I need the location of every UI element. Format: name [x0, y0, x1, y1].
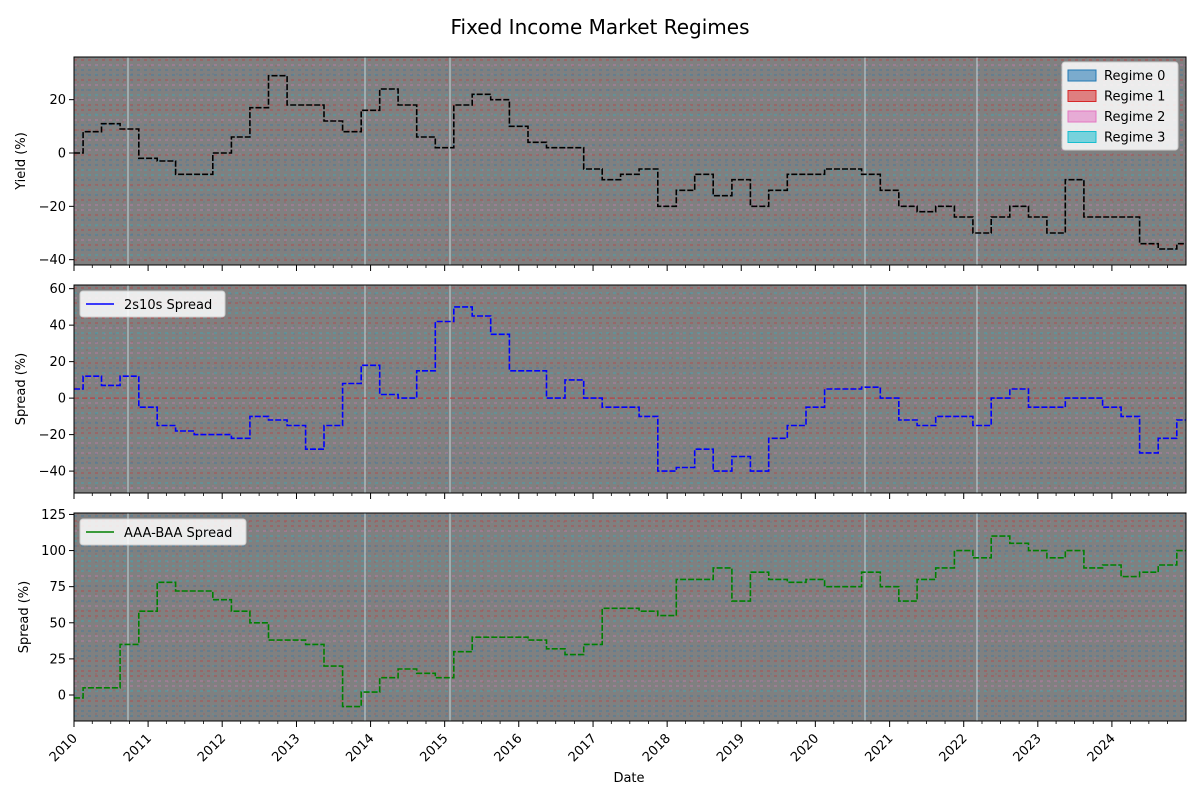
series-line-0	[74, 535, 1186, 708]
legend: AAA-BAA Spread	[79, 518, 247, 546]
x-axis-label: Date	[613, 771, 644, 786]
y-tick-label: 125	[41, 508, 66, 523]
legend: Regime 0 Regime 1 Regime 2 Regime 3	[1061, 61, 1179, 151]
panel-1: −40 −20 0 20 40 60 Spread (%) 2s10s Spread	[14, 282, 1187, 499]
y-tick-label: −20	[39, 200, 66, 215]
legend-entry: Regime 2	[1104, 110, 1165, 125]
y-tick-label: 20	[49, 93, 66, 108]
axes-background	[74, 57, 1186, 265]
x-tick-label: 2024	[1085, 731, 1119, 765]
y-tick-label: 0	[58, 147, 66, 162]
legend-entry: Regime 0	[1104, 69, 1165, 84]
y-tick-label: −20	[39, 428, 66, 443]
y-tick-label: −40	[39, 465, 66, 480]
y-tick-label: 75	[49, 580, 66, 595]
axes-background	[74, 285, 1186, 493]
x-tick-label: 2023	[1011, 731, 1045, 765]
x-tick-label: 2022	[937, 731, 971, 765]
x-tick-label: 2015	[417, 731, 451, 765]
x-tick-label: 2019	[714, 731, 748, 765]
legend-box	[79, 290, 226, 318]
y-tick-label: −40	[39, 253, 66, 268]
regime-stripes	[74, 285, 1186, 493]
x-tick-label: 2020	[788, 731, 822, 765]
legend-entry: AAA-BAA Spread	[124, 526, 232, 541]
x-tick-label: 2012	[195, 731, 229, 765]
y-tick-label: 20	[49, 355, 66, 370]
figure-title: Fixed Income Market Regimes	[450, 15, 749, 39]
x-tick-label: 2010	[47, 731, 81, 765]
y-tick-label: 0	[58, 689, 66, 704]
legend-box	[79, 518, 247, 546]
y-axis-label: Yield (%)	[14, 132, 29, 191]
x-tick-label: 2014	[343, 731, 377, 765]
x-tick-label: 2017	[566, 731, 600, 765]
legend-swatch	[1067, 131, 1097, 143]
legend-entry: Regime 3	[1104, 131, 1165, 146]
legend-swatch	[1067, 110, 1097, 123]
y-tick-label: 100	[41, 544, 66, 559]
legend: 2s10s Spread	[79, 290, 226, 318]
x-tick-label: 2016	[492, 731, 526, 765]
y-axis-label: Spread (%)	[14, 353, 29, 425]
x-tick-label: 2013	[269, 731, 303, 765]
series-line-0	[74, 74, 1186, 250]
regime-stripes	[74, 57, 1186, 265]
regime-stripes	[74, 513, 1186, 721]
legend-entry: Regime 1	[1104, 90, 1165, 105]
y-tick-label: 60	[49, 282, 66, 297]
panel-2: 0 25 50 75 100 125 Spread (%) 2010 2011 2012 2013 2…	[17, 508, 1187, 765]
y-tick-label: 40	[49, 319, 66, 334]
legend-swatch	[1067, 69, 1097, 82]
x-tick-label: 2021	[862, 731, 896, 765]
legend-entry: 2s10s Spread	[124, 298, 212, 313]
legend-swatch	[1067, 90, 1097, 102]
y-tick-label: 50	[49, 616, 66, 631]
series-line-0	[74, 306, 1186, 472]
y-tick-label: 25	[49, 652, 66, 667]
y-tick-label: 0	[58, 392, 66, 407]
y-axis-label: Spread (%)	[17, 581, 32, 653]
x-tick-label: 2018	[640, 731, 674, 765]
x-tick-label: 2011	[121, 731, 155, 765]
legend-box	[1061, 61, 1179, 151]
